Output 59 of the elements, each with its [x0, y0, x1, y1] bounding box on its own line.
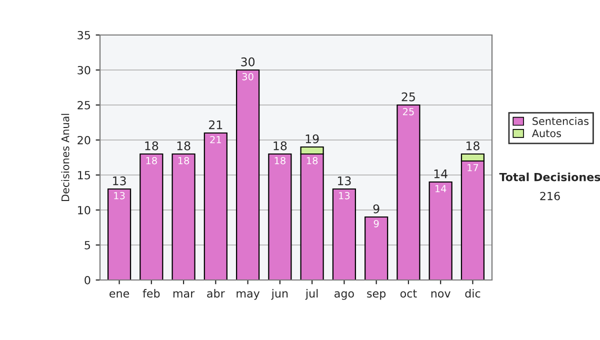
bar — [396, 104, 420, 280]
bar — [268, 153, 292, 280]
bar — [332, 188, 356, 280]
data-label: 13 — [339, 192, 350, 200]
data-label: 13 — [114, 192, 125, 200]
x-tick-label: mar — [173, 291, 195, 298]
x-tick-label: abr — [207, 289, 225, 298]
x-tick-label: sep — [367, 291, 386, 300]
bar — [107, 188, 132, 280]
text: Total Decisiones — [499, 172, 600, 182]
x-tick-label: oct — [400, 290, 417, 298]
data-label: 9 — [374, 220, 379, 228]
x-tick-label: ago — [334, 291, 354, 300]
data-label: 25 — [402, 108, 414, 116]
y-tick-label: 25 — [78, 100, 90, 110]
x-tick-label: ene — [110, 291, 130, 298]
x-tick-label: dic — [465, 289, 480, 298]
legend-label: Sentencias — [532, 116, 589, 126]
x-tick-label: may — [236, 291, 260, 300]
data-label: 14 — [435, 185, 446, 192]
data-label: 18 — [146, 156, 157, 164]
data-label: 17 — [468, 164, 478, 172]
total-label: 18 — [274, 141, 287, 150]
total-label: 9 — [373, 204, 380, 214]
total-label: 18 — [145, 141, 158, 150]
x-tick-label: feb — [142, 289, 160, 298]
bar — [140, 153, 164, 280]
y-tick-label: 30 — [78, 66, 90, 74]
y-tick-label: 10 — [78, 206, 90, 214]
x-tick-label: jun — [271, 289, 288, 300]
total-label: 21 — [209, 120, 222, 130]
y-tick-label: 35 — [78, 30, 90, 40]
total-label: 13 — [338, 176, 351, 186]
x-tick-label: jul — [305, 289, 318, 300]
data-label: 18 — [274, 156, 286, 164]
y-tick-label: 0 — [84, 276, 90, 284]
data-label: 18 — [306, 156, 318, 164]
total-label: 25 — [402, 92, 415, 102]
total-label: 13 — [113, 176, 126, 186]
bar — [428, 181, 452, 280]
y-tick-label: 5 — [84, 241, 90, 250]
x-tick-label: nov — [431, 291, 450, 298]
bar — [172, 153, 196, 280]
data-label: 18 — [178, 156, 190, 164]
text: 216 — [540, 192, 560, 200]
data-label: 21 — [210, 136, 221, 144]
total-label: 19 — [306, 134, 319, 144]
bar — [364, 216, 388, 280]
legend-label: Autos — [532, 129, 561, 138]
y-tick-label: 20 — [78, 136, 90, 144]
y-tick-label: 15 — [78, 171, 90, 180]
total-label: 30 — [241, 57, 255, 66]
total-label: 18 — [177, 141, 190, 150]
y-axis-title: Decisiones Anual — [61, 114, 70, 202]
total-label: 14 — [434, 170, 448, 178]
bar — [236, 69, 260, 280]
bar — [204, 132, 228, 280]
total-label: 18 — [466, 141, 480, 150]
data-label: 30 — [242, 72, 254, 80]
